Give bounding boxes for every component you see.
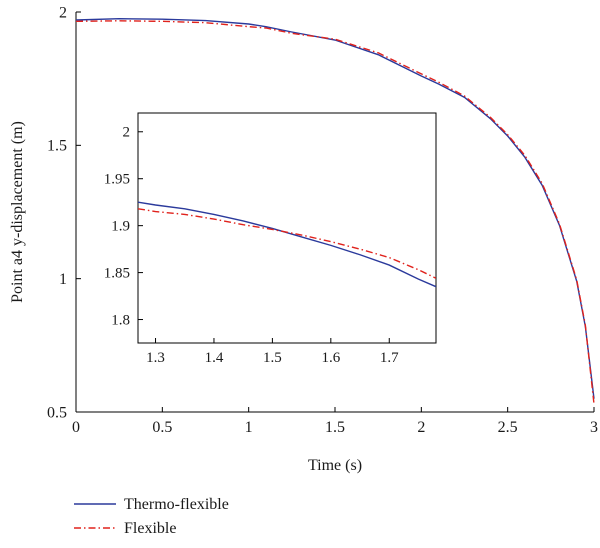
legend-item-thermo-flexible: Thermo-flexible — [74, 496, 229, 513]
x-tick-label-0-5: 0.5 — [152, 419, 172, 436]
y-tick-label-1: 1 — [59, 271, 67, 288]
y-axis-label: Point a4 y-displacement (m) — [9, 121, 26, 303]
main-plot: 0 0.5 1 1.5 2 2.5 3 0.5 1 1.5 2 Time (s) Point a4… — [9, 4, 598, 474]
x-tick-label-1-4: 1.4 — [205, 350, 224, 366]
x-tick-label-2-5: 2.5 — [498, 419, 518, 436]
inset-frame — [137, 112, 437, 344]
x-tick-label-3: 3 — [590, 419, 598, 436]
legend: Thermo-flexible Flexible — [74, 496, 229, 537]
inset-plot: 1.3 1.4 1.5 1.6 1.7 1.8 1.85 1.9 1.95 2 — [104, 112, 437, 366]
legend-label-flexible: Flexible — [124, 520, 176, 537]
inset-series — [138, 201, 436, 288]
x-tick-label-2: 2 — [417, 419, 425, 436]
inset-y-ticks: 1.8 1.85 1.9 1.95 2 — [104, 125, 143, 328]
series-line-flexible — [75, 20, 595, 405]
x-tick-label-1-6: 1.6 — [321, 350, 340, 366]
main-series — [75, 17, 595, 405]
y-tick-label-1-8: 1.8 — [111, 312, 130, 328]
y-tick-label-1-85: 1.85 — [104, 266, 130, 282]
x-tick-label-1-5: 1.5 — [325, 419, 345, 436]
x-tick-label-1-7: 1.7 — [380, 350, 399, 366]
y-tick-label-0-5: 0.5 — [47, 404, 67, 421]
y-tick-label-2: 2 — [59, 4, 67, 21]
main-x-ticks: 0 0.5 1 1.5 2 2.5 3 — [72, 407, 598, 436]
y-tick-label-1-9: 1.9 — [111, 219, 130, 235]
x-tick-label-1-3: 1.3 — [146, 350, 165, 366]
x-axis-label: Time (s) — [308, 457, 362, 474]
x-tick-label-0: 0 — [72, 419, 80, 436]
series-line-flexible — [138, 208, 436, 279]
inset-x-ticks: 1.3 1.4 1.5 1.6 1.7 — [146, 338, 399, 366]
main-y-ticks: 0.5 1 1.5 2 — [47, 4, 81, 421]
y-tick-label-1-95: 1.95 — [104, 172, 130, 188]
y-tick-label-1-5: 1.5 — [47, 138, 67, 155]
legend-item-flexible: Flexible — [74, 520, 176, 537]
x-tick-label-1-5: 1.5 — [263, 350, 282, 366]
legend-label-thermo-flexible: Thermo-flexible — [124, 496, 229, 513]
x-tick-label-1: 1 — [245, 419, 253, 436]
y-tick-label-2: 2 — [123, 125, 131, 141]
